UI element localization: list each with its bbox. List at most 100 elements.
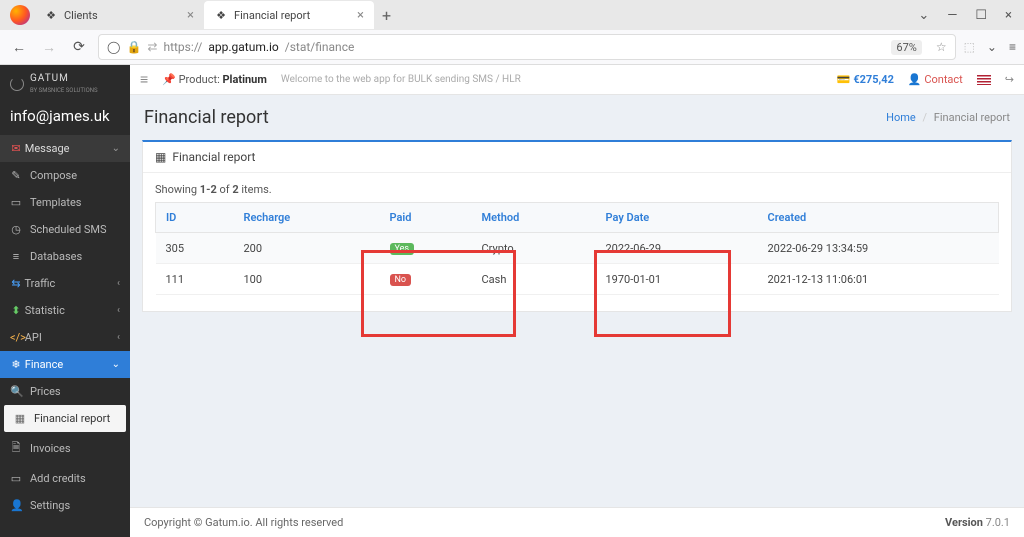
panel-icon: ▦ — [155, 150, 166, 164]
sidebar-item-invoices[interactable]: 🗎Invoices — [0, 432, 130, 465]
firefox-icon — [10, 5, 30, 25]
stats-icon: ⬍ — [10, 304, 22, 317]
bookmark-icon[interactable]: ☆ — [936, 40, 947, 54]
chevron-down-icon: ⌄ — [112, 143, 120, 154]
sidebar-item-scheduled[interactable]: ◷ Scheduled SMS — [0, 216, 130, 243]
col-method[interactable]: Method — [472, 203, 596, 233]
minimize-icon[interactable]: — — [947, 8, 957, 23]
sidebar-item-databases[interactable]: ≡Databases — [0, 243, 130, 270]
forward-button[interactable]: → — [38, 39, 60, 56]
col-created[interactable]: Created — [758, 203, 999, 233]
cell-method: Crypto — [472, 233, 596, 264]
breadcrumb-home[interactable]: Home — [886, 111, 916, 124]
tab-title: Clients — [64, 9, 98, 22]
pocket-icon[interactable]: ⌄ — [987, 40, 997, 54]
cell-paydate: 2022-06-29 — [596, 233, 758, 264]
sidebar-label: Scheduled SMS — [30, 223, 107, 236]
tab-favicon: ❖ — [44, 8, 58, 22]
url-input[interactable]: ◯ 🔒 ⇄ https://app.gatum.io/stat/finance … — [98, 34, 956, 60]
sidebar-label: Compose — [30, 169, 77, 182]
api-icon: </> — [10, 331, 22, 344]
menu-icon[interactable]: ≡ — [1009, 40, 1016, 54]
sidebar-label: API — [25, 331, 42, 344]
table-summary: Showing 1-2 of 2 items. — [155, 183, 999, 196]
message-icon: ✉ — [10, 142, 22, 155]
sidebar-label: Templates — [30, 196, 81, 209]
credits-icon: ▭ — [10, 472, 22, 485]
chevron-down-icon: ⌄ — [112, 359, 120, 370]
sidebar-item-financial-report[interactable]: ▦Financial report — [4, 405, 126, 432]
chevron-down-icon[interactable]: ⌄ — [918, 8, 929, 23]
chevron-left-icon: ‹ — [117, 305, 120, 316]
window-controls: ⌄ — ☐ × — [918, 8, 1024, 23]
sidebar-label: Prices — [30, 385, 61, 398]
sidebar-section-message[interactable]: ✉ Message ⌄ — [0, 135, 130, 162]
cell-paid: Yes — [380, 233, 472, 264]
breadcrumb: Home / Financial report — [886, 111, 1010, 124]
lock-icon[interactable]: 🔒 — [126, 40, 141, 54]
compose-icon: ✎ — [10, 169, 22, 182]
zoom-badge[interactable]: 67% — [891, 40, 921, 55]
tab-bar: ❖ Clients × ❖ Financial report × + ⌄ — ☐… — [0, 0, 1024, 30]
url-path: /stat/finance — [285, 40, 355, 54]
col-paid[interactable]: Paid — [380, 203, 472, 233]
brand-name: GATUM — [30, 73, 69, 84]
version: Version 7.0.1 — [945, 516, 1010, 529]
col-paydate[interactable]: Pay Date — [596, 203, 758, 233]
top-strip: ≡ 📌 Product: Platinum Welcome to the web… — [130, 65, 1024, 95]
sidebar-item-templates[interactable]: ▭ Templates — [0, 189, 130, 216]
clock-icon: ◷ — [10, 223, 22, 236]
product-indicator: 📌 Product: Platinum — [162, 73, 267, 86]
sidebar-item-add-credits[interactable]: ▭ Add credits — [0, 465, 130, 492]
col-recharge[interactable]: Recharge — [234, 203, 380, 233]
browser-tab-financial-report[interactable]: ❖ Financial report × — [204, 1, 374, 29]
sidebar-item-prices[interactable]: 🔍Prices — [0, 378, 130, 405]
extensions-icon[interactable]: ⬚ — [964, 40, 975, 54]
url-domain: app.gatum.io — [208, 40, 278, 54]
back-button[interactable]: ← — [8, 39, 30, 56]
balance-badge[interactable]: 💳 €275,42 — [837, 73, 894, 86]
cell-id: 305 — [156, 233, 234, 264]
cell-paydate: 1970-01-01 — [596, 264, 758, 295]
sidebar-label: Traffic — [25, 277, 56, 290]
templates-icon: ▭ — [10, 196, 22, 209]
tab-close-icon[interactable]: × — [357, 8, 364, 23]
invoice-icon: 🗎 — [10, 439, 22, 458]
paid-badge: Yes — [390, 243, 415, 255]
traffic-icon: ⇆ — [10, 277, 22, 290]
shield-icon[interactable]: ◯ — [107, 40, 120, 54]
logout-icon[interactable]: ↪ — [1005, 73, 1014, 86]
sidebar-item-settings[interactable]: 👤Settings — [0, 492, 130, 519]
address-bar: ← → ⟳ ◯ 🔒 ⇄ https://app.gatum.io/stat/fi… — [0, 30, 1024, 64]
chevron-left-icon: ‹ — [117, 278, 120, 289]
table-row: 111 100 No Cash 1970-01-01 2021-12-13 11… — [156, 264, 999, 295]
sidebar-label: Finance — [25, 358, 63, 371]
sidebar-label: Add credits — [30, 472, 86, 485]
sidebar-item-traffic[interactable]: ⇆ Traffic ‹ — [0, 270, 130, 297]
contact-link[interactable]: 👤 Contact — [908, 73, 963, 86]
permissions-icon[interactable]: ⇄ — [147, 40, 157, 54]
cell-recharge: 200 — [234, 233, 380, 264]
col-id[interactable]: ID — [156, 203, 234, 233]
brand-tagline: BY SMSNICE SOLUTIONS — [30, 87, 98, 94]
paid-badge: No — [390, 274, 412, 286]
sidebar-item-api[interactable]: </> API‹ — [0, 324, 130, 351]
cell-created: 2022-06-29 13:34:59 — [758, 233, 999, 264]
new-tab-button[interactable]: + — [374, 6, 399, 25]
sidebar-section-finance[interactable]: ❄ Finance ⌄ — [0, 351, 130, 378]
settings-icon: 👤 — [10, 499, 22, 512]
table-row: 305 200 Yes Crypto 2022-06-29 2022-06-29… — [156, 233, 999, 264]
sidebar-label: Message — [25, 142, 70, 155]
browser-tab-clients[interactable]: ❖ Clients × — [34, 1, 204, 29]
maximize-icon[interactable]: ☐ — [975, 8, 987, 23]
reload-button[interactable]: ⟳ — [68, 39, 90, 55]
flag-icon[interactable] — [977, 75, 991, 85]
sidebar-item-statistic[interactable]: ⬍ Statistic ‹ — [0, 297, 130, 324]
sidebar-item-compose[interactable]: ✎ Compose — [0, 162, 130, 189]
report-panel: ▦ Financial report Showing 1-2 of 2 item… — [142, 140, 1012, 312]
close-window-icon[interactable]: × — [1005, 8, 1012, 23]
hamburger-icon[interactable]: ≡ — [140, 71, 148, 88]
page-title: Financial report — [144, 107, 269, 128]
sidebar-label: Statistic — [25, 304, 65, 317]
tab-close-icon[interactable]: × — [187, 8, 194, 23]
